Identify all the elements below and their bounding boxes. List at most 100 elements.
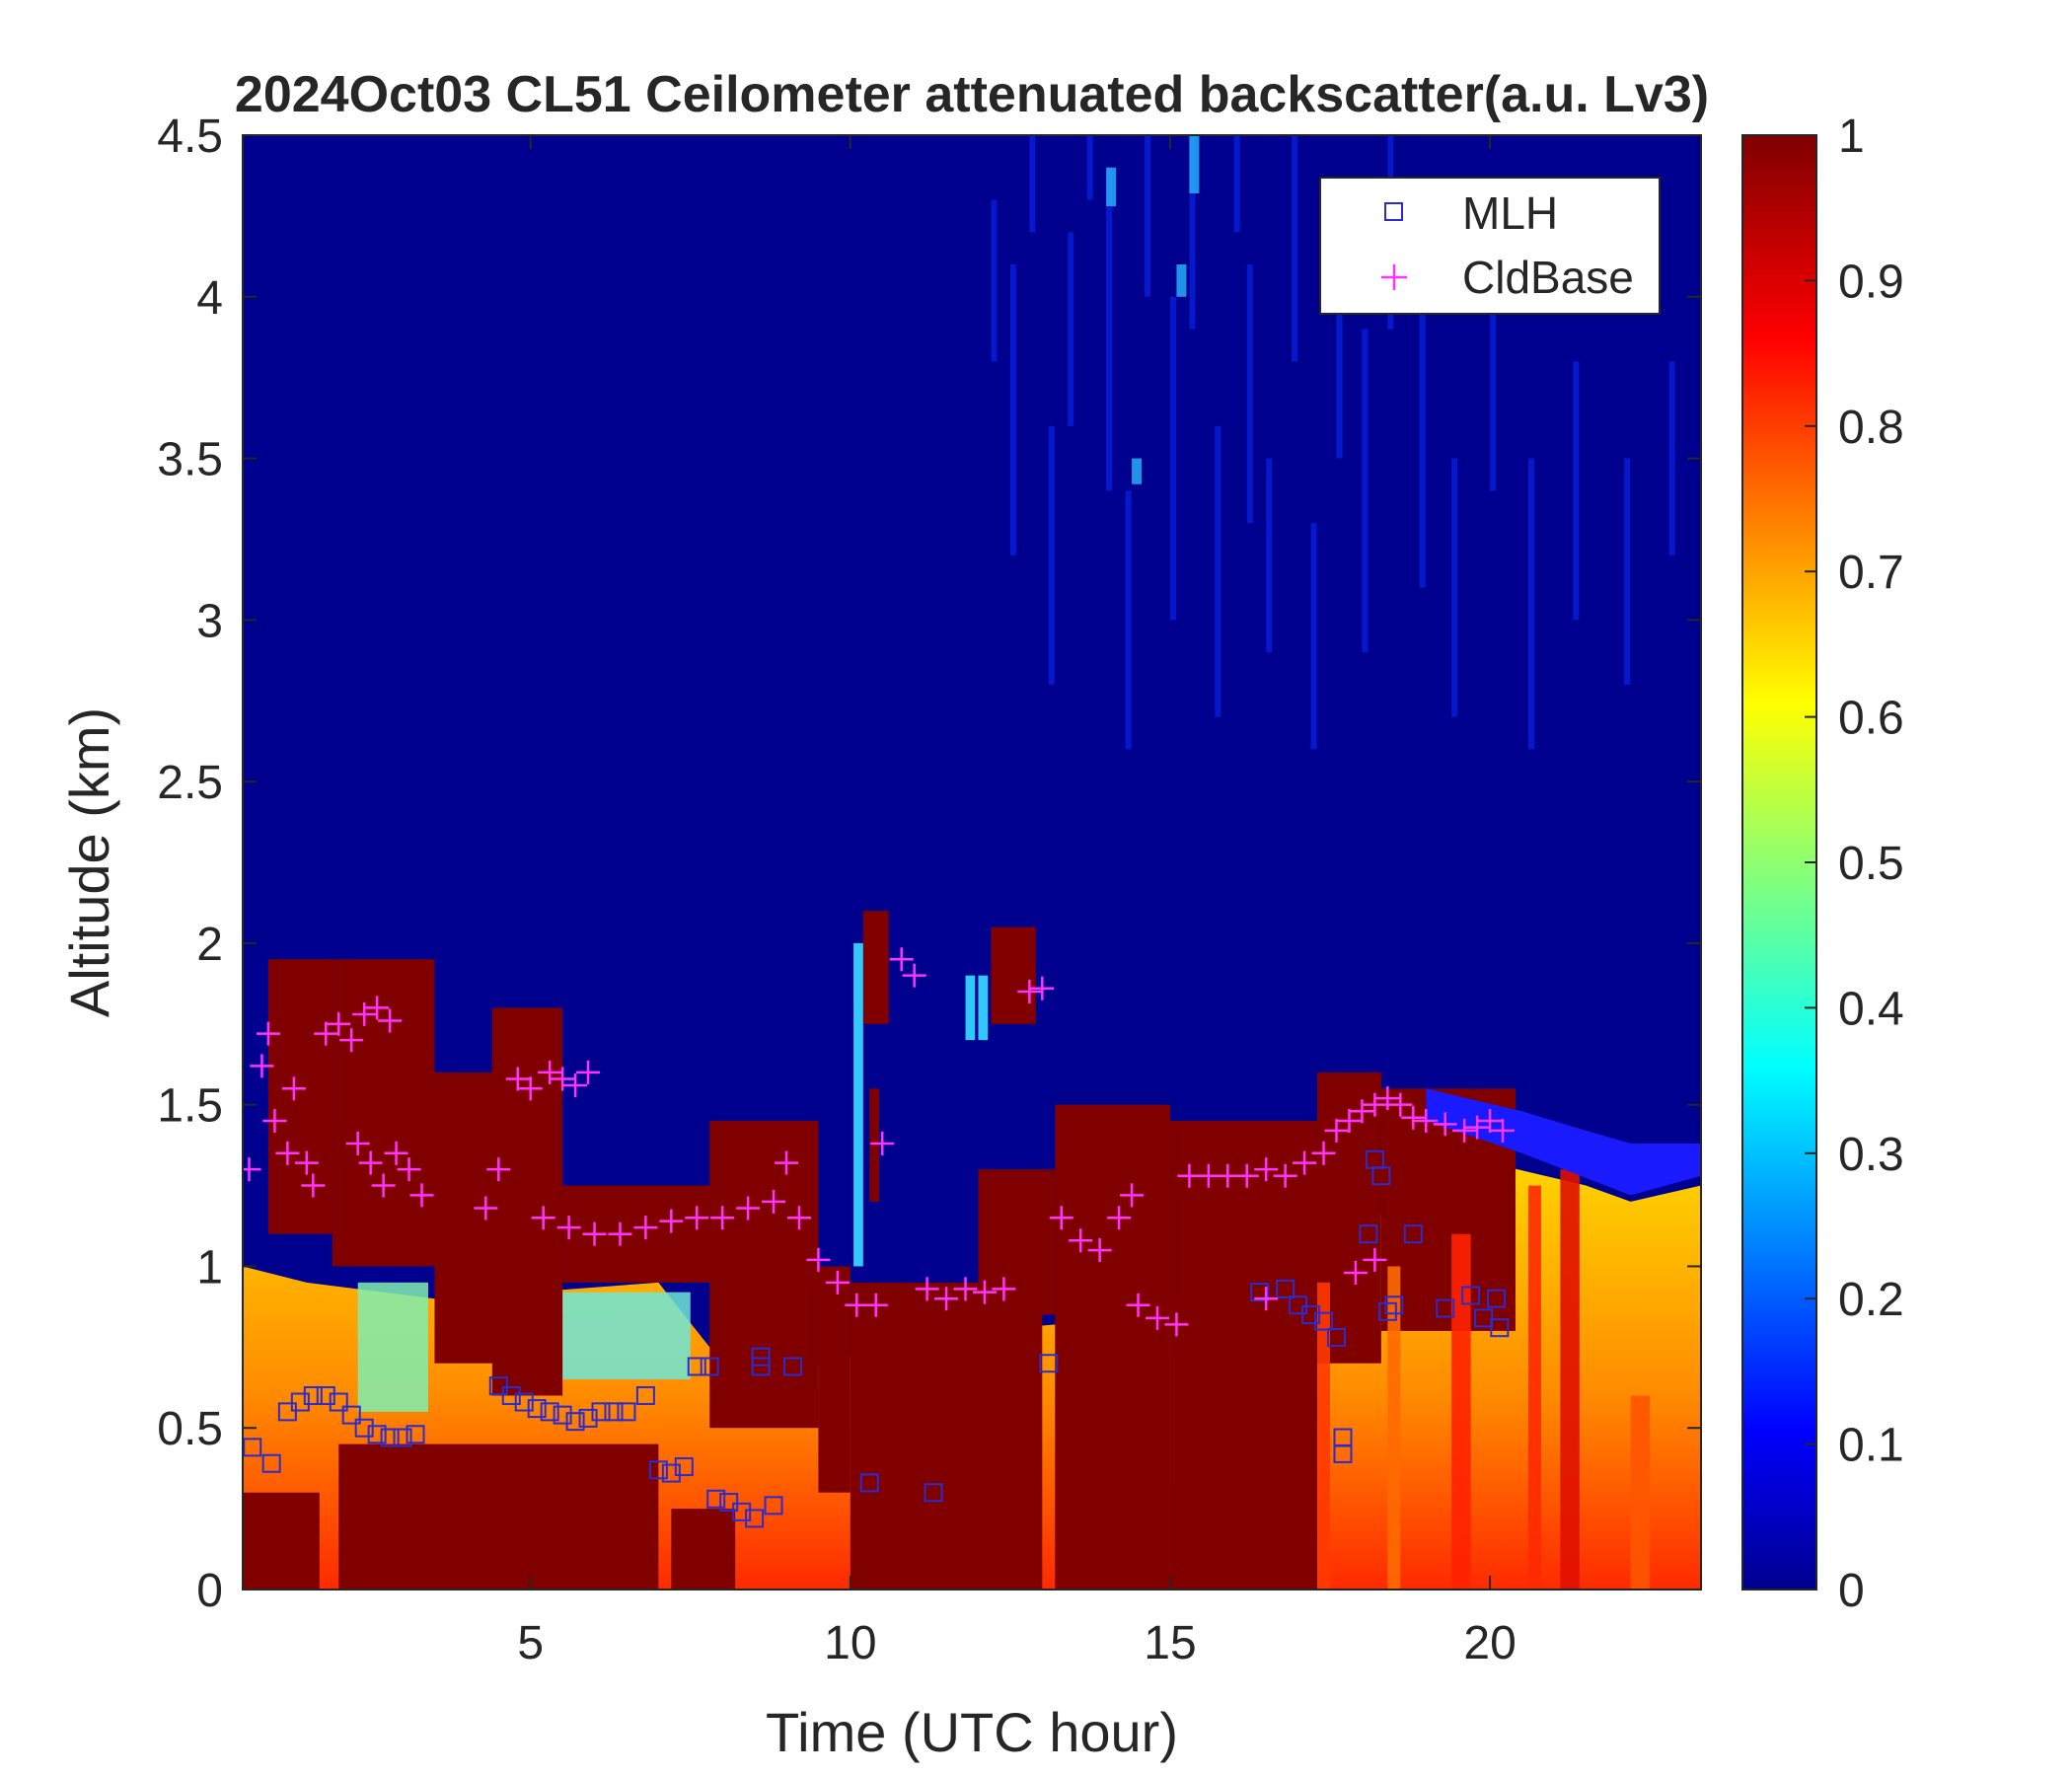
cldbase-point bbox=[551, 1067, 575, 1091]
x-tick-label: 20 bbox=[1463, 1617, 1516, 1669]
y-tick-label: 2.5 bbox=[157, 757, 223, 809]
colorbar-tick-label: 0 bbox=[1838, 1565, 1865, 1617]
cldbase-point bbox=[1120, 1183, 1145, 1208]
cldbase-point bbox=[371, 1173, 396, 1198]
legend-cldbase-marker bbox=[1381, 264, 1407, 290]
cldbase-point bbox=[345, 1131, 370, 1155]
cldbase-point bbox=[1030, 976, 1055, 1000]
colorbar-tick-label: 0.7 bbox=[1838, 547, 1904, 599]
mlh-point bbox=[687, 1357, 706, 1376]
mlh-point bbox=[706, 1489, 726, 1509]
mlh-point bbox=[1250, 1283, 1270, 1302]
mlh-point bbox=[1461, 1286, 1481, 1305]
colorbar-tick-label: 0.5 bbox=[1838, 838, 1904, 890]
colorbar bbox=[1741, 134, 1817, 1591]
mlh-point bbox=[700, 1357, 719, 1376]
mlh-point bbox=[591, 1402, 611, 1422]
legend-mlh-label: MLH bbox=[1462, 187, 1558, 239]
cldbase-point bbox=[582, 1221, 607, 1246]
colorbar-tick-label: 0.8 bbox=[1838, 402, 1904, 454]
mlh-series bbox=[243, 1149, 1510, 1528]
cldbase-point bbox=[1337, 1109, 1362, 1134]
y-axis: 0 0.5 1 1.5 2 2.5 3 3.5 4 4.5 bbox=[157, 111, 1701, 1617]
cldbase-point bbox=[576, 1060, 601, 1084]
cldbase-point bbox=[1478, 1109, 1503, 1134]
mlh-point bbox=[1327, 1328, 1346, 1348]
cldbase-point bbox=[633, 1216, 658, 1240]
mlh-point bbox=[924, 1483, 943, 1503]
mlh-point bbox=[553, 1405, 572, 1425]
mlh-point bbox=[261, 1453, 281, 1473]
mlh-point bbox=[782, 1357, 802, 1376]
colorbar-tick-label: 0.9 bbox=[1838, 256, 1904, 308]
cldbase-point bbox=[972, 1280, 997, 1304]
mlh-point bbox=[751, 1357, 771, 1376]
mlh-point bbox=[565, 1412, 585, 1432]
mlh-point bbox=[745, 1509, 765, 1528]
mlh-point bbox=[1276, 1279, 1295, 1298]
colorbar-tick-label: 1 bbox=[1838, 111, 1865, 163]
cldbase-point bbox=[1087, 1238, 1112, 1263]
cldbase-point bbox=[786, 1206, 811, 1230]
cldbase-point bbox=[294, 1150, 319, 1175]
cldbase-point bbox=[1254, 1157, 1279, 1182]
cldbase-point bbox=[281, 1076, 306, 1101]
mlh-point bbox=[1474, 1308, 1494, 1328]
y-tick-label: 1 bbox=[196, 1241, 223, 1294]
cldbase-point bbox=[1293, 1150, 1317, 1175]
cldbase-point bbox=[384, 1141, 408, 1165]
cldbase-point bbox=[1069, 1228, 1093, 1253]
chart-title: 2024Oct03 CL51 Ceilometer attenuated bac… bbox=[235, 66, 1709, 123]
cldbase-point bbox=[1414, 1109, 1439, 1134]
mlh-point bbox=[1359, 1224, 1378, 1244]
cldbase-point bbox=[685, 1206, 709, 1230]
cldbase-point bbox=[531, 1206, 555, 1230]
cldbase-point bbox=[889, 947, 914, 972]
cldbase-point bbox=[409, 1183, 434, 1208]
cldbase-point bbox=[1491, 1118, 1516, 1143]
mlh-point bbox=[329, 1392, 348, 1412]
cldbase-point bbox=[301, 1173, 326, 1198]
cldbase-point bbox=[1254, 1287, 1279, 1311]
cldbase-point bbox=[934, 1287, 959, 1311]
legend-mlh-marker bbox=[1384, 202, 1403, 221]
mlh-point bbox=[393, 1428, 412, 1447]
mlh-point bbox=[1403, 1224, 1423, 1244]
mlh-point bbox=[380, 1428, 400, 1447]
cldbase-point bbox=[1350, 1099, 1374, 1124]
cldbase-point bbox=[736, 1196, 761, 1221]
mlh-point bbox=[1377, 1301, 1397, 1321]
mlh-point bbox=[303, 1385, 323, 1405]
cldbase-point bbox=[262, 1109, 287, 1134]
cldbase-point bbox=[1324, 1118, 1349, 1143]
cldbase-point bbox=[327, 1011, 351, 1036]
mlh-point bbox=[488, 1376, 508, 1396]
mlh-point bbox=[367, 1425, 387, 1444]
cldbase-point bbox=[1401, 1105, 1426, 1130]
y-tick-label: 3.5 bbox=[157, 434, 223, 486]
cldbase-point bbox=[486, 1157, 511, 1182]
cldbase-point bbox=[256, 1021, 280, 1046]
y-tick-label: 2 bbox=[196, 919, 223, 971]
cldbase-point bbox=[1107, 1206, 1132, 1230]
cldbase-point bbox=[1273, 1163, 1297, 1188]
cldbase-point bbox=[505, 1067, 530, 1091]
cldbase-point bbox=[538, 1060, 562, 1084]
cldbase-point bbox=[474, 1196, 498, 1221]
cldbase-point bbox=[762, 1189, 786, 1214]
cldbase-point bbox=[397, 1157, 421, 1182]
cldbase-point bbox=[250, 1054, 274, 1078]
cldbase-point bbox=[806, 1247, 831, 1272]
cldbase-point bbox=[1465, 1115, 1490, 1140]
cldbase-point bbox=[659, 1209, 684, 1233]
mlh-point bbox=[617, 1402, 636, 1422]
mlh-point bbox=[1371, 1166, 1391, 1186]
mlh-point bbox=[648, 1460, 668, 1480]
mlh-point bbox=[406, 1425, 425, 1444]
y-axis-label: Altitude (km) bbox=[58, 707, 120, 1017]
colorbar-tick-label: 0.2 bbox=[1838, 1274, 1904, 1326]
colorbar-tick-label: 0.1 bbox=[1838, 1420, 1904, 1472]
cldbase-point bbox=[556, 1216, 581, 1240]
mlh-point bbox=[1301, 1305, 1321, 1325]
